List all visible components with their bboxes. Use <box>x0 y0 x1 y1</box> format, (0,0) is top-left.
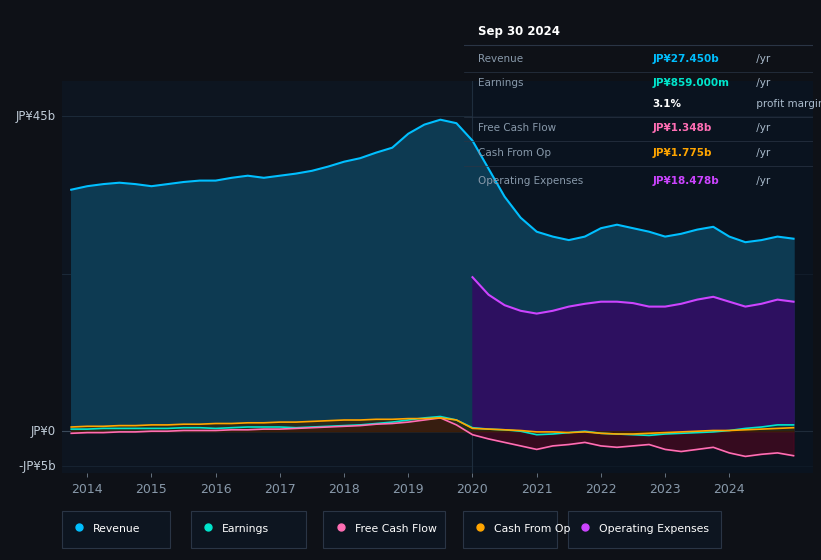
Text: /yr: /yr <box>754 54 771 64</box>
Text: Earnings: Earnings <box>222 524 269 534</box>
Text: JP¥18.478b: JP¥18.478b <box>653 176 719 186</box>
Text: Cash From Op: Cash From Op <box>478 148 551 157</box>
FancyBboxPatch shape <box>62 511 170 548</box>
Text: -JP¥5b: -JP¥5b <box>18 460 56 473</box>
Text: JP¥45b: JP¥45b <box>16 110 56 123</box>
FancyBboxPatch shape <box>463 511 557 548</box>
Text: /yr: /yr <box>754 78 771 88</box>
Text: Operating Expenses: Operating Expenses <box>599 524 709 534</box>
Text: Earnings: Earnings <box>478 78 523 88</box>
Text: JP¥0: JP¥0 <box>30 424 56 438</box>
Text: JP¥1.775b: JP¥1.775b <box>653 148 712 157</box>
Text: /yr: /yr <box>754 123 771 133</box>
Text: Sep 30 2024: Sep 30 2024 <box>478 25 560 38</box>
FancyBboxPatch shape <box>567 511 721 548</box>
Text: /yr: /yr <box>754 148 771 157</box>
Text: 3.1%: 3.1% <box>653 99 681 109</box>
Bar <box>473 81 821 473</box>
FancyBboxPatch shape <box>323 511 445 548</box>
FancyBboxPatch shape <box>190 511 305 548</box>
Text: JP¥859.000m: JP¥859.000m <box>653 78 729 88</box>
Text: Free Cash Flow: Free Cash Flow <box>355 524 437 534</box>
Text: Cash From Op: Cash From Op <box>494 524 571 534</box>
Text: JP¥1.348b: JP¥1.348b <box>653 123 712 133</box>
Text: /yr: /yr <box>754 176 771 186</box>
Text: Free Cash Flow: Free Cash Flow <box>478 123 556 133</box>
Text: profit margin: profit margin <box>754 99 821 109</box>
Text: JP¥27.450b: JP¥27.450b <box>653 54 719 64</box>
Text: Revenue: Revenue <box>478 54 523 64</box>
Text: Operating Expenses: Operating Expenses <box>478 176 583 186</box>
Text: Revenue: Revenue <box>93 524 140 534</box>
